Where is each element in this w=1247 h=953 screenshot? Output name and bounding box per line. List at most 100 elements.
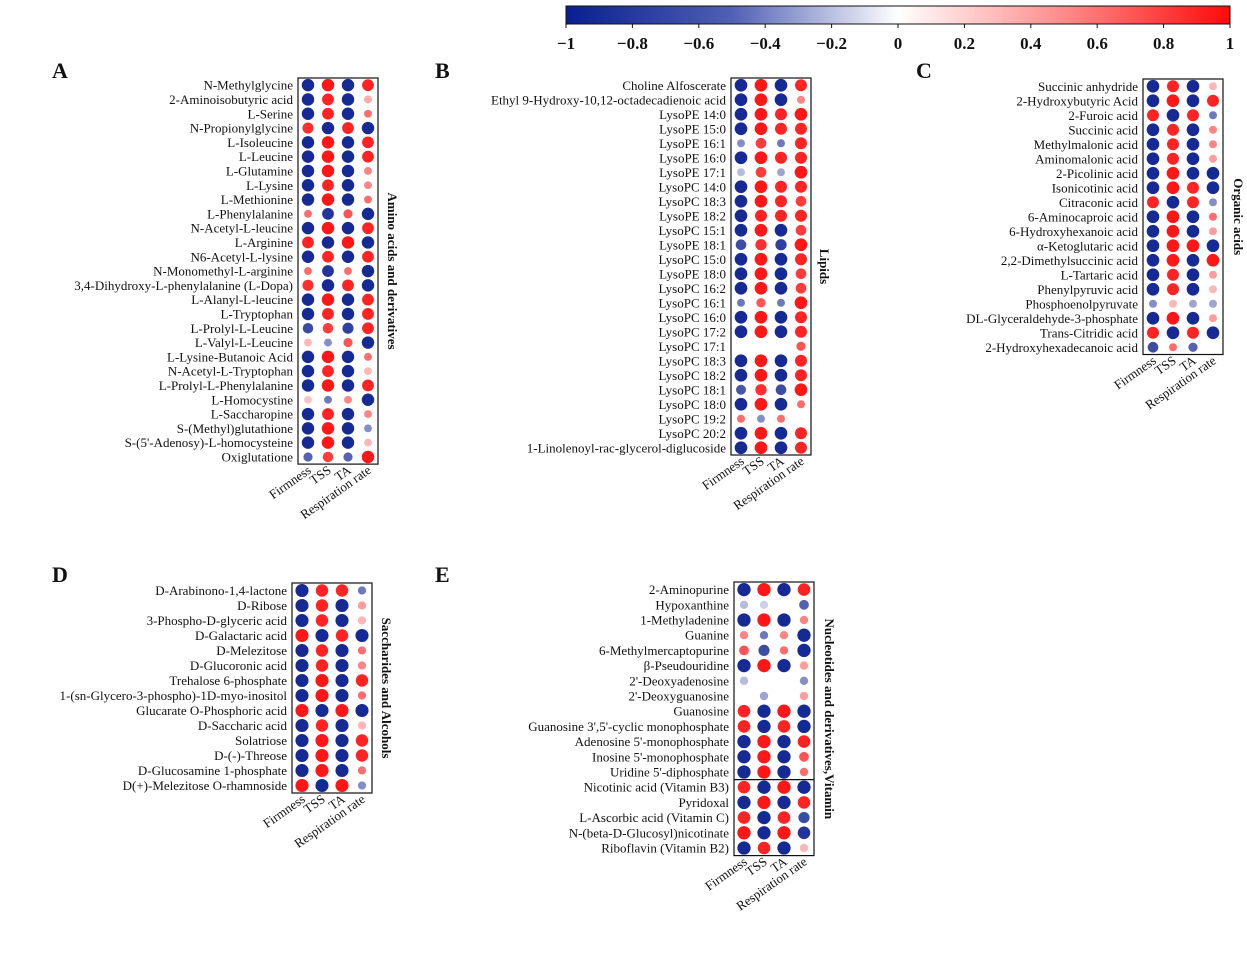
correlation-dot bbox=[335, 718, 349, 733]
correlation-dot bbox=[757, 841, 771, 855]
row-label: D-Glucosamine 1-phosphate bbox=[138, 763, 287, 778]
column-label: TSS bbox=[743, 854, 770, 879]
correlation-dot bbox=[754, 93, 768, 107]
correlation-dot bbox=[341, 350, 355, 364]
correlation-dot bbox=[757, 414, 765, 423]
column-label: TSS bbox=[307, 462, 334, 487]
correlation-dot bbox=[774, 310, 788, 324]
correlation-dot bbox=[1146, 224, 1160, 238]
row-label: LysoPC 15:1 bbox=[658, 223, 726, 238]
correlation-dot bbox=[362, 136, 374, 149]
correlation-dot bbox=[1166, 94, 1180, 108]
correlation-dot bbox=[1187, 326, 1199, 339]
correlation-dot bbox=[357, 646, 367, 655]
correlation-dot bbox=[774, 223, 788, 237]
correlation-dot bbox=[295, 673, 309, 688]
correlation-dot bbox=[754, 441, 768, 455]
correlation-dot bbox=[754, 180, 768, 194]
correlation-dot bbox=[1209, 82, 1217, 91]
correlation-dot bbox=[737, 704, 751, 718]
correlation-dot bbox=[1167, 268, 1179, 281]
correlation-dot bbox=[322, 323, 334, 334]
row-label: LysoPC 17:1 bbox=[658, 339, 726, 354]
colorbar-tick-label: 1 bbox=[1226, 34, 1235, 53]
correlation-dot bbox=[754, 310, 768, 324]
correlation-dot bbox=[799, 843, 809, 853]
correlation-dot bbox=[364, 410, 372, 418]
correlation-dot bbox=[301, 221, 315, 235]
correlation-dot bbox=[362, 322, 374, 335]
correlation-dot bbox=[754, 223, 768, 237]
correlation-dot bbox=[335, 688, 349, 703]
correlation-dot bbox=[775, 180, 787, 193]
correlation-dot bbox=[304, 267, 312, 275]
correlation-dot bbox=[302, 236, 314, 249]
correlation-dot bbox=[734, 78, 748, 92]
correlation-dot bbox=[322, 408, 334, 420]
correlation-dot bbox=[1209, 154, 1217, 163]
row-label: Uridine 5'-diphosphate bbox=[610, 765, 729, 780]
correlation-dot bbox=[341, 107, 355, 120]
correlation-dot bbox=[362, 150, 374, 163]
correlation-dot bbox=[341, 250, 355, 263]
group-title: Amino acids and derivatives bbox=[385, 193, 400, 350]
correlation-dot bbox=[1166, 326, 1180, 340]
correlation-dot bbox=[1187, 196, 1199, 209]
correlation-dot bbox=[1169, 343, 1177, 352]
correlation-dot bbox=[1207, 94, 1219, 107]
correlation-dot bbox=[777, 780, 791, 794]
row-label: LysoPE 14:0 bbox=[659, 107, 726, 122]
correlation-dot bbox=[757, 734, 771, 749]
correlation-dot bbox=[344, 267, 352, 275]
row-label: N-(beta-D-Glucosyl)nicotinate bbox=[569, 825, 730, 840]
colorbar-tick-label: −0.8 bbox=[617, 34, 648, 53]
correlation-dot bbox=[754, 78, 768, 92]
correlation-dot bbox=[774, 93, 788, 107]
correlation-dot bbox=[755, 384, 767, 396]
correlation-dot bbox=[321, 136, 335, 149]
correlation-dot bbox=[795, 268, 807, 280]
correlation-dot bbox=[1206, 326, 1220, 340]
correlation-dot bbox=[324, 395, 332, 404]
correlation-dot bbox=[775, 108, 787, 121]
correlation-dot bbox=[774, 354, 788, 368]
correlation-dot bbox=[797, 735, 811, 748]
correlation-dot bbox=[322, 308, 334, 320]
colorbar-tick-label: −0.6 bbox=[683, 34, 714, 53]
correlation-dot bbox=[777, 168, 785, 177]
correlation-dot bbox=[322, 451, 334, 463]
correlation-dot bbox=[1209, 111, 1217, 120]
correlation-dot bbox=[361, 450, 375, 464]
correlation-dot bbox=[315, 584, 329, 597]
row-label: L-Alanyl-L-leucine bbox=[191, 292, 293, 307]
correlation-dot bbox=[775, 195, 787, 208]
correlation-dot bbox=[341, 221, 355, 235]
correlation-dot bbox=[794, 238, 808, 252]
correlation-dot bbox=[759, 631, 769, 640]
correlation-dot bbox=[757, 613, 771, 627]
correlation-dot bbox=[1186, 79, 1200, 93]
correlation-dot bbox=[361, 207, 375, 221]
correlation-dot bbox=[737, 826, 751, 840]
correlation-dot bbox=[1146, 268, 1160, 282]
row-label: Succinic acid bbox=[1068, 122, 1138, 137]
correlation-dot bbox=[303, 452, 313, 462]
correlation-dot bbox=[335, 763, 349, 778]
correlation-dot bbox=[777, 298, 785, 307]
correlation-dot bbox=[734, 122, 748, 136]
correlation-dot bbox=[335, 673, 349, 688]
correlation-dot bbox=[1167, 283, 1179, 296]
correlation-dot bbox=[315, 763, 329, 778]
column-label: Firmness bbox=[266, 462, 314, 502]
correlation-dot bbox=[795, 427, 807, 440]
correlation-dot bbox=[759, 691, 769, 701]
correlation-dot bbox=[1206, 239, 1220, 253]
correlation-dot bbox=[341, 236, 355, 249]
row-label: L-Ascorbic acid (Vitamin C) bbox=[579, 810, 729, 825]
correlation-dot bbox=[361, 236, 375, 249]
correlation-dot bbox=[322, 207, 334, 220]
correlation-dot bbox=[321, 350, 335, 364]
correlation-dot bbox=[301, 179, 315, 192]
correlation-dot bbox=[301, 93, 315, 106]
correlation-dot bbox=[737, 582, 751, 597]
